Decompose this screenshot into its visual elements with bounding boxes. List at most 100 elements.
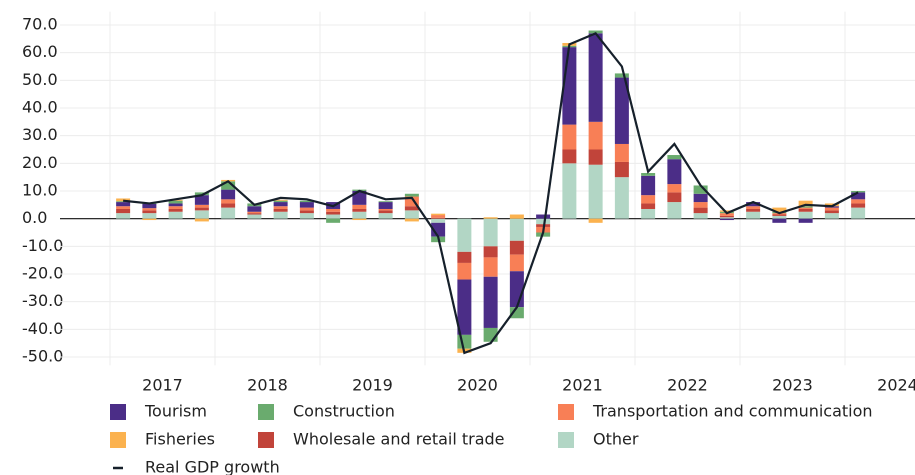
bar-segment	[824, 207, 839, 211]
bar-segment	[273, 202, 288, 207]
bar-segment	[719, 213, 734, 216]
bar-segment	[431, 213, 446, 216]
bar-segment	[168, 200, 183, 204]
bar-segment	[194, 210, 209, 219]
bar-segment	[142, 218, 157, 221]
bar-segment	[299, 202, 314, 208]
bar-segment	[746, 208, 761, 212]
bar-segment	[509, 271, 524, 308]
bar-segment	[667, 202, 682, 219]
y-tick-label: 40.0	[22, 98, 58, 117]
bar-segment	[221, 189, 236, 200]
bar-segment	[641, 208, 656, 219]
bar-segment	[273, 211, 288, 219]
bar-segment	[116, 208, 131, 214]
bar-segment	[641, 175, 656, 196]
bar-segment	[824, 210, 839, 214]
bar-segment	[536, 218, 551, 225]
bar-segment	[483, 218, 498, 247]
bar-segment	[142, 210, 157, 214]
bar-segment	[404, 206, 419, 211]
x-tick-label: 2017	[142, 376, 183, 395]
y-tick-label: 70.0	[22, 15, 58, 34]
bar-segment	[614, 161, 629, 178]
bar-segment	[404, 196, 419, 207]
bar-segment	[168, 206, 183, 209]
bar-segment	[273, 199, 288, 201]
bar-segment	[221, 203, 236, 208]
bar-segment	[614, 177, 629, 219]
bar-segment	[326, 208, 341, 212]
bar-segment	[772, 207, 787, 212]
bar-segment	[772, 215, 787, 219]
y-tick-label: 20.0	[22, 153, 58, 172]
bar-segment	[772, 218, 787, 223]
bar-segment	[326, 211, 341, 215]
bar-segment	[614, 77, 629, 144]
bar-segment	[667, 184, 682, 193]
x-tick-label: 2023	[772, 376, 813, 395]
y-tick-label: -20.0	[22, 264, 63, 283]
bar-segment	[431, 215, 446, 218]
bar-segment	[509, 240, 524, 255]
bar-segment	[798, 218, 813, 223]
legend-swatch	[110, 432, 126, 448]
bar-segment	[693, 193, 708, 203]
bar-segment	[142, 213, 157, 219]
bar-segment	[457, 334, 472, 349]
bar-segment	[719, 215, 734, 218]
bar-segment	[378, 210, 393, 214]
bar-segment	[116, 206, 131, 209]
bar-segment	[746, 202, 761, 207]
bar-segment	[142, 208, 157, 211]
bar-segment	[221, 181, 236, 190]
bar-segment	[247, 214, 262, 219]
bar-segment	[168, 211, 183, 219]
bar-segment	[247, 211, 262, 214]
bar-segment	[194, 207, 209, 211]
bar-segment	[378, 201, 393, 203]
bar-segment	[194, 204, 209, 208]
bar-segment	[483, 246, 498, 258]
bar-segment	[168, 208, 183, 212]
bar-segment	[851, 191, 866, 193]
legend-label: Fisheries	[145, 430, 215, 449]
bar-segment	[509, 254, 524, 272]
x-tick-label: 2019	[352, 376, 393, 395]
bar-segment	[851, 207, 866, 219]
legend-label: Construction	[293, 402, 395, 421]
bar-segment	[404, 218, 419, 222]
bar-segment	[641, 195, 656, 204]
bar-segment	[588, 164, 603, 219]
bar-segment	[194, 192, 209, 196]
bar-segment	[457, 262, 472, 280]
bar-segment	[483, 257, 498, 277]
bar-segment	[273, 208, 288, 212]
bar-segment	[168, 203, 183, 207]
x-tick-label: 2018	[247, 376, 288, 395]
bar-segment	[562, 163, 577, 219]
bar-segment	[194, 218, 209, 222]
bar-segment	[299, 213, 314, 219]
bar-segment	[116, 213, 131, 219]
bar-segment	[116, 202, 131, 207]
bar-segment	[457, 251, 472, 263]
bar-segment	[299, 210, 314, 214]
bar-segment	[562, 124, 577, 150]
legend-label: Other	[593, 430, 639, 449]
bar-segment	[352, 211, 367, 219]
legend-label: Transportation and communication	[592, 402, 873, 421]
bar-segment	[614, 73, 629, 78]
bar-segment	[824, 213, 839, 219]
bar-segment	[352, 191, 367, 205]
bar-segment	[221, 199, 236, 204]
bar-segment	[509, 218, 524, 241]
bar-segment	[746, 206, 761, 209]
bar-segment	[404, 210, 419, 219]
bar-segment	[798, 206, 813, 208]
legend-label: Wholesale and retail trade	[293, 430, 505, 449]
bar-segment	[142, 204, 157, 209]
bar-segment	[378, 202, 393, 209]
legend-label: Tourism	[144, 402, 207, 421]
